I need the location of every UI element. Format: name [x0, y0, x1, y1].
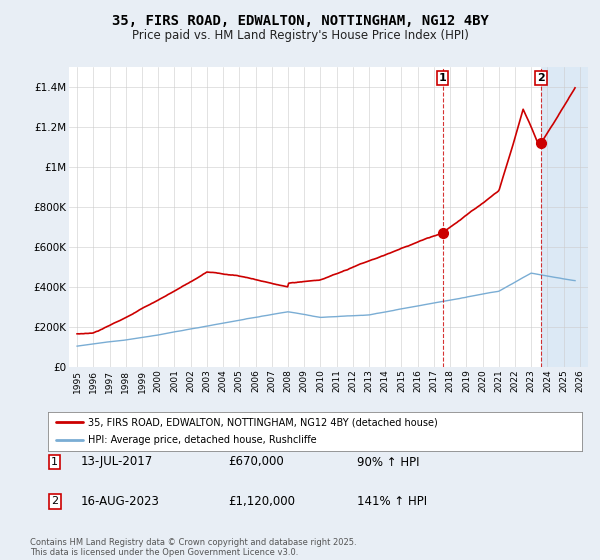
Text: 16-AUG-2023: 16-AUG-2023 [81, 494, 160, 508]
Text: 35, FIRS ROAD, EDWALTON, NOTTINGHAM, NG12 4BY (detached house): 35, FIRS ROAD, EDWALTON, NOTTINGHAM, NG1… [88, 417, 438, 427]
Text: 1: 1 [51, 457, 58, 467]
Text: 2: 2 [51, 496, 58, 506]
Bar [541, 67, 588, 367]
Text: 35, FIRS ROAD, EDWALTON, NOTTINGHAM, NG12 4BY: 35, FIRS ROAD, EDWALTON, NOTTINGHAM, NG1… [112, 14, 488, 28]
Text: £670,000: £670,000 [228, 455, 284, 469]
Text: 1: 1 [439, 73, 446, 83]
Text: Price paid vs. HM Land Registry's House Price Index (HPI): Price paid vs. HM Land Registry's House … [131, 29, 469, 42]
Text: £1,120,000: £1,120,000 [228, 494, 295, 508]
Text: Contains HM Land Registry data © Crown copyright and database right 2025.
This d: Contains HM Land Registry data © Crown c… [30, 538, 356, 557]
Text: 13-JUL-2017: 13-JUL-2017 [81, 455, 153, 469]
Text: 141% ↑ HPI: 141% ↑ HPI [357, 494, 427, 508]
Text: HPI: Average price, detached house, Rushcliffe: HPI: Average price, detached house, Rush… [88, 435, 317, 445]
Text: 90% ↑ HPI: 90% ↑ HPI [357, 455, 419, 469]
Text: 2: 2 [538, 73, 545, 83]
